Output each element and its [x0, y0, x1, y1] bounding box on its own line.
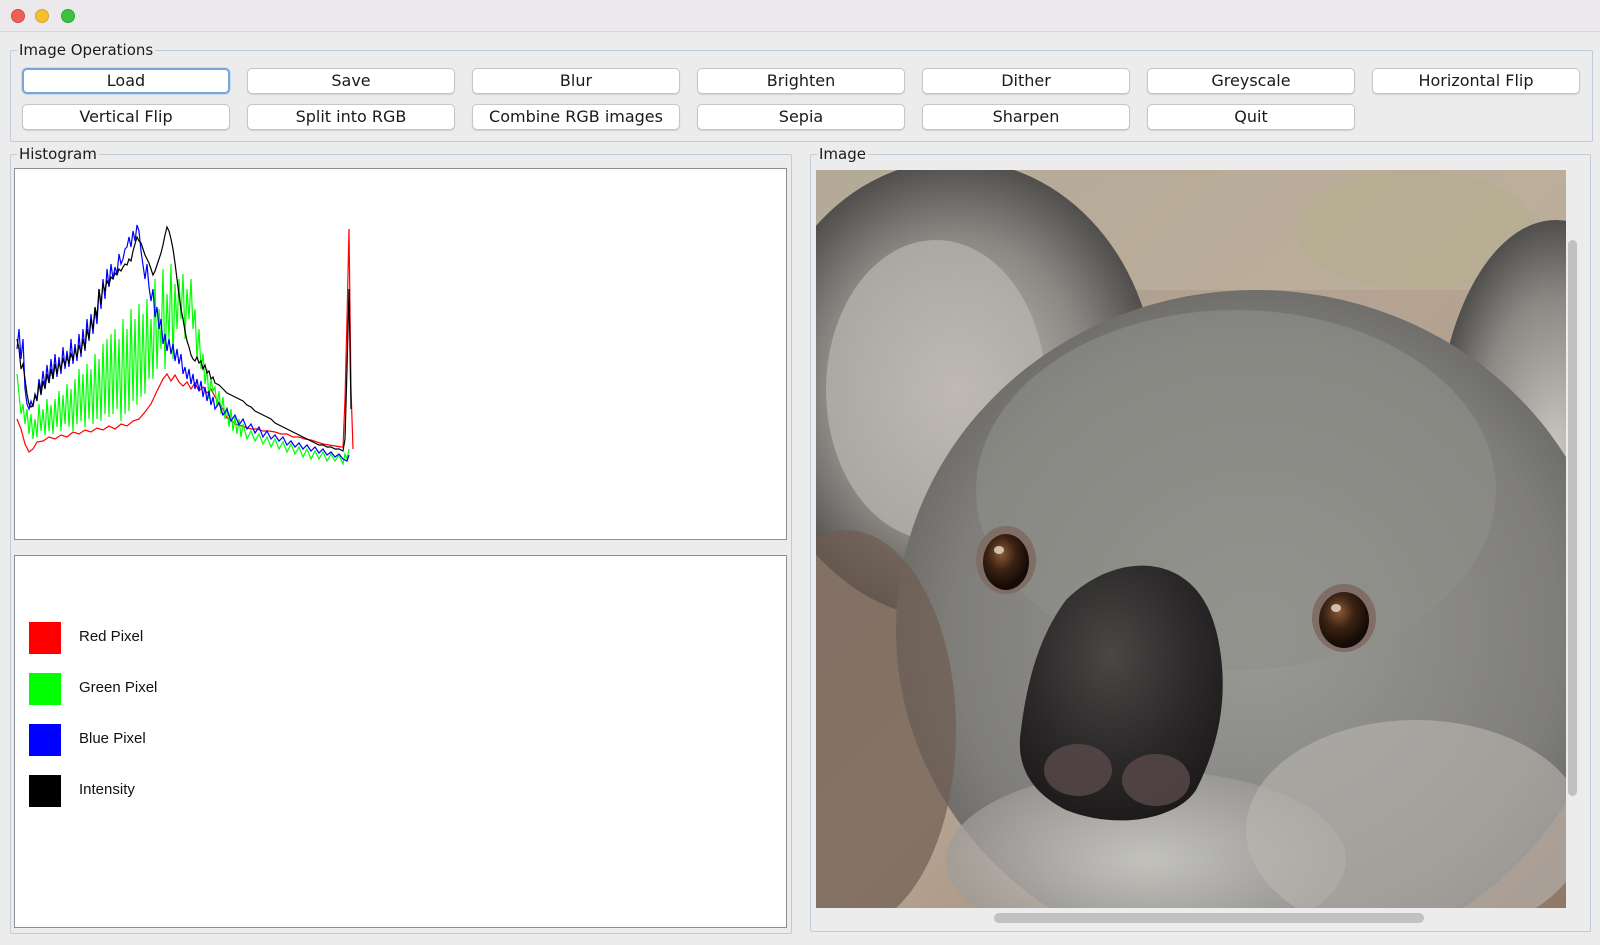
- maximize-window-button[interactable]: [61, 9, 75, 23]
- koala-photo: [816, 170, 1566, 908]
- blue-pixel-series: [16, 224, 350, 462]
- greyscale-button[interactable]: Greyscale: [1147, 68, 1355, 94]
- brighten-button[interactable]: Brighten: [697, 68, 905, 94]
- histogram-plot-panel: [14, 168, 787, 540]
- load-button[interactable]: Load: [22, 68, 230, 94]
- vertical-flip-button[interactable]: Vertical Flip: [22, 104, 230, 130]
- histogram-title: Histogram: [17, 144, 99, 164]
- vertical-scrollbar[interactable]: [1568, 240, 1577, 796]
- split-into-rgb-button[interactable]: Split into RGB: [247, 104, 455, 130]
- intensity-series: [16, 225, 352, 452]
- image-group: Image: [810, 144, 1591, 932]
- red-swatch: [29, 622, 61, 654]
- blur-button[interactable]: Blur: [472, 68, 680, 94]
- histogram-group: Histogram: [10, 144, 792, 934]
- legend-label: Green Pixel: [79, 679, 158, 696]
- legend-label: Red Pixel: [79, 628, 144, 645]
- histogram-legend-panel: Red Pixel Green Pixel Blue Pixel Intensi…: [14, 555, 787, 928]
- green-pixel-series: [16, 263, 350, 466]
- combine-rgb-images-button[interactable]: Combine RGB images: [472, 104, 680, 130]
- black-swatch: [29, 775, 61, 807]
- blue-swatch: [29, 724, 61, 756]
- horizontal-flip-button[interactable]: Horizontal Flip: [1372, 68, 1580, 94]
- dither-button[interactable]: Dither: [922, 68, 1130, 94]
- image-title: Image: [817, 144, 868, 164]
- minimize-window-button[interactable]: [35, 9, 49, 23]
- window-titlebar: [0, 0, 1600, 32]
- horizontal-scrollbar[interactable]: [994, 913, 1424, 923]
- sepia-button[interactable]: Sepia: [697, 104, 905, 130]
- close-window-button[interactable]: [11, 9, 25, 23]
- image-operations-group: Image Operations: [10, 40, 1593, 142]
- legend-label: Blue Pixel: [79, 730, 146, 747]
- red-pixel-series: [16, 228, 354, 453]
- histogram-chart: [16, 224, 354, 466]
- save-button[interactable]: Save: [247, 68, 455, 94]
- green-swatch: [29, 673, 61, 705]
- image-operations-title: Image Operations: [17, 40, 156, 60]
- quit-button[interactable]: Quit: [1147, 104, 1355, 130]
- sharpen-button[interactable]: Sharpen: [922, 104, 1130, 130]
- legend-label: Intensity: [79, 781, 135, 798]
- image-viewport[interactable]: [816, 170, 1566, 908]
